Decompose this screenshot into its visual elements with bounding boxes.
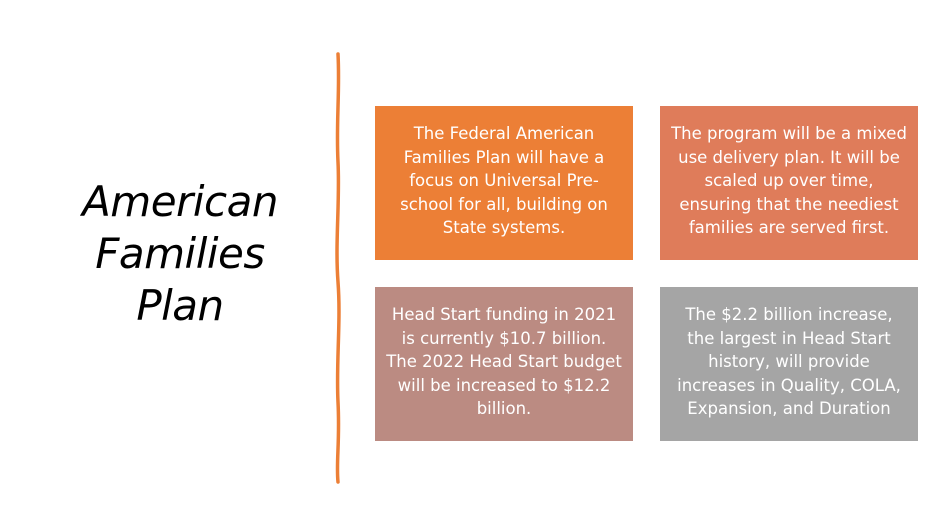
info-box-text: The $2.2 billion increase, the largest i… bbox=[677, 305, 901, 418]
info-box-head-start-funding: Head Start funding in 2021 is currently … bbox=[375, 287, 633, 441]
info-box-text: The program will be a mixed use delivery… bbox=[671, 124, 907, 237]
title-line-2: Families bbox=[95, 229, 265, 278]
title-line-1: American bbox=[82, 177, 278, 226]
slide-title: American Families Plan bbox=[40, 176, 320, 332]
info-box-increase-details: The $2.2 billion increase, the largest i… bbox=[660, 287, 918, 441]
info-box-text: Head Start funding in 2021 is currently … bbox=[386, 305, 622, 418]
info-box-mixed-delivery: The program will be a mixed use delivery… bbox=[660, 106, 918, 260]
vertical-divider bbox=[335, 52, 341, 484]
title-line-3: Plan bbox=[136, 281, 224, 330]
info-box-universal-preschool: The Federal American Families Plan will … bbox=[375, 106, 633, 260]
info-box-text: The Federal American Families Plan will … bbox=[400, 124, 608, 237]
